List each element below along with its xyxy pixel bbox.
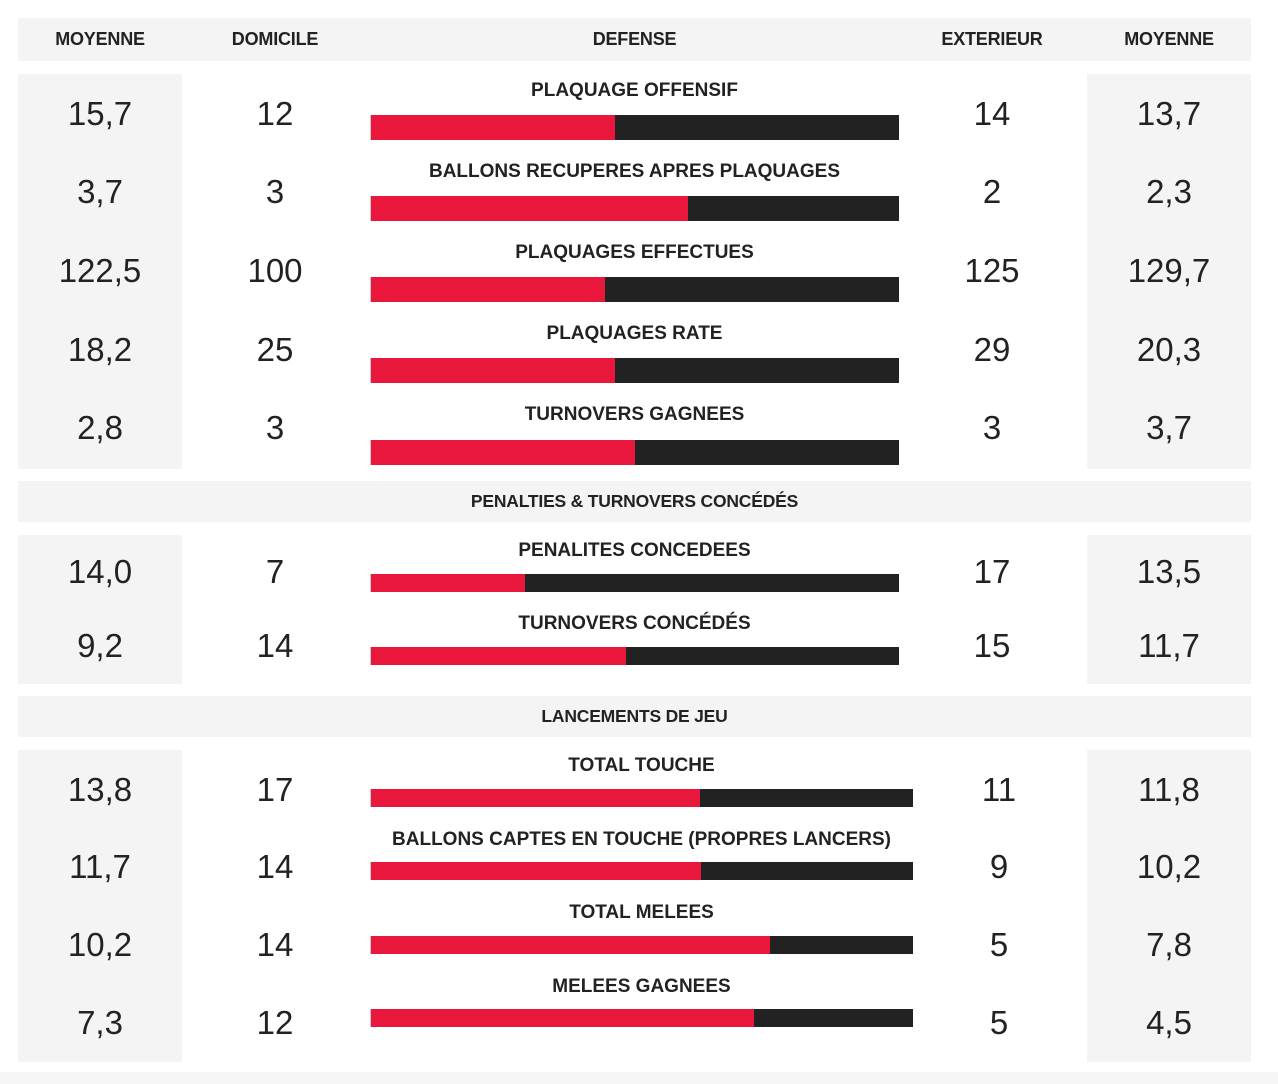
comparison-bar	[370, 115, 899, 140]
home-bar-fill	[371, 440, 635, 465]
home-bar-fill	[371, 574, 526, 592]
avg-home-value: 15,7	[67, 95, 133, 132]
header-avg-home: MOYENNE	[55, 29, 145, 49]
away-value: 3	[982, 409, 1002, 446]
comparison-bar	[370, 789, 913, 807]
avg-away-value: 4,5	[1146, 1004, 1192, 1041]
stat-label: BALLONS RECUPERES APRES PLAQUAGES	[428, 161, 840, 182]
stat-label: TURNOVERS GAGNEES	[524, 404, 745, 425]
comparison-bar	[370, 440, 899, 465]
stat-label: PLAQUAGES EFFECTUES	[515, 242, 754, 263]
stat-label: TOTAL TOUCHE	[568, 755, 715, 776]
avg-away-value: 3,7	[1146, 409, 1192, 446]
avg-away-column	[1087, 750, 1251, 1062]
home-value: 25	[256, 331, 294, 368]
footer-strip	[0, 1072, 1278, 1084]
avg-away-value: 11,7	[1138, 627, 1200, 664]
home-bar-fill	[371, 1009, 754, 1027]
avg-home-value: 18,2	[67, 331, 133, 368]
home-bar-fill	[371, 277, 606, 302]
header-avg-away: MOYENNE	[1124, 29, 1214, 49]
home-bar-fill	[371, 358, 616, 383]
away-value: 15	[973, 627, 1011, 664]
comparison-bar	[370, 358, 899, 383]
away-value: 17	[973, 553, 1011, 590]
home-bar-fill	[371, 936, 771, 954]
home-bar-fill	[371, 789, 700, 807]
home-value: 14	[256, 627, 294, 664]
header-category: DEFENSE	[592, 29, 677, 49]
section-lancements: 13,8 17 TOTAL TOUCHE 11 11,8 11,7 14 BAL…	[0, 750, 1278, 1062]
avg-away-column	[1087, 535, 1251, 684]
avg-home-value: 13,8	[67, 771, 133, 808]
avg-home-value: 11,7	[69, 848, 131, 885]
home-bar-fill	[371, 862, 702, 880]
section-title-lancements: LANCEMENTS DE JEU	[18, 696, 1251, 737]
home-bar-fill	[371, 647, 627, 665]
stat-label: TOTAL MELEES	[569, 902, 714, 923]
home-bar-fill	[371, 115, 615, 140]
home-value: 3	[265, 409, 285, 446]
stat-label: PLAQUAGE OFFENSIF	[531, 80, 738, 101]
table-header: MOYENNE DOMICILE DEFENSE EXTERIEUR MOYEN…	[18, 18, 1251, 61]
section-title-penalties: PENALTIES & TURNOVERS CONCÉDÉS	[18, 481, 1251, 522]
comparison-bar	[370, 862, 913, 880]
stat-label: TURNOVERS CONCÉDÉS	[518, 613, 751, 634]
avg-away-value: 10,2	[1136, 848, 1202, 885]
avg-home-column	[18, 74, 182, 469]
section-defense: 15,7 12 PLAQUAGE OFFENSIF 14 13,7 3,7 3 …	[0, 74, 1278, 469]
home-value: 3	[265, 173, 285, 210]
avg-away-value: 7,8	[1146, 926, 1192, 963]
avg-away-column	[1087, 74, 1251, 469]
avg-away-value: 13,7	[1136, 95, 1202, 132]
comparison-bar	[370, 1009, 913, 1027]
away-value: 5	[989, 1004, 1009, 1041]
avg-home-column	[18, 750, 182, 1062]
stat-label: PLAQUAGES RATE	[546, 323, 723, 344]
away-value: 29	[973, 331, 1011, 368]
avg-home-value: 122,5	[58, 252, 142, 289]
home-value: 12	[256, 95, 294, 132]
away-value: 11	[981, 771, 1017, 808]
avg-away-value: 20,3	[1136, 331, 1202, 368]
avg-away-value: 129,7	[1127, 252, 1211, 289]
away-value: 14	[973, 95, 1011, 132]
home-value: 100	[247, 252, 303, 289]
header-away: EXTERIEUR	[941, 29, 1043, 49]
avg-away-value: 11,8	[1138, 771, 1200, 808]
avg-home-value: 7,3	[77, 1004, 123, 1041]
comparison-bar	[370, 936, 913, 954]
avg-away-value: 2,3	[1146, 173, 1192, 210]
section-title: PENALTIES & TURNOVERS CONCÉDÉS	[470, 491, 799, 511]
avg-home-column	[18, 535, 182, 684]
comparison-bar	[370, 277, 899, 302]
avg-home-value: 10,2	[67, 926, 133, 963]
stat-label: PENALITES CONCEDEES	[518, 540, 751, 561]
home-value: 14	[256, 848, 294, 885]
avg-home-value: 3,7	[77, 173, 123, 210]
away-value: 5	[989, 926, 1009, 963]
home-value: 7	[265, 553, 285, 590]
stat-label: BALLONS CAPTES EN TOUCHE (PROPRES LANCER…	[392, 829, 891, 850]
stat-label: MELEES GAGNEES	[552, 976, 731, 997]
home-bar-fill	[371, 196, 688, 221]
home-value: 14	[256, 926, 294, 963]
header-home: DOMICILE	[231, 29, 319, 49]
comparison-bar	[370, 196, 899, 221]
away-value: 2	[982, 173, 1002, 210]
away-value: 125	[964, 252, 1020, 289]
avg-home-value: 14,0	[67, 553, 133, 590]
avg-away-value: 13,5	[1136, 553, 1202, 590]
home-value: 17	[256, 771, 294, 808]
avg-home-value: 2,8	[77, 409, 123, 446]
avg-home-value: 9,2	[77, 627, 123, 664]
home-value: 12	[256, 1004, 294, 1041]
section-title: LANCEMENTS DE JEU	[541, 706, 728, 726]
section-penalties: 14,0 7 PENALITES CONCEDEES 17 13,5 9,2 1…	[0, 535, 1278, 684]
comparison-bar	[370, 647, 899, 665]
away-value: 9	[989, 848, 1009, 885]
comparison-bar	[370, 574, 899, 592]
